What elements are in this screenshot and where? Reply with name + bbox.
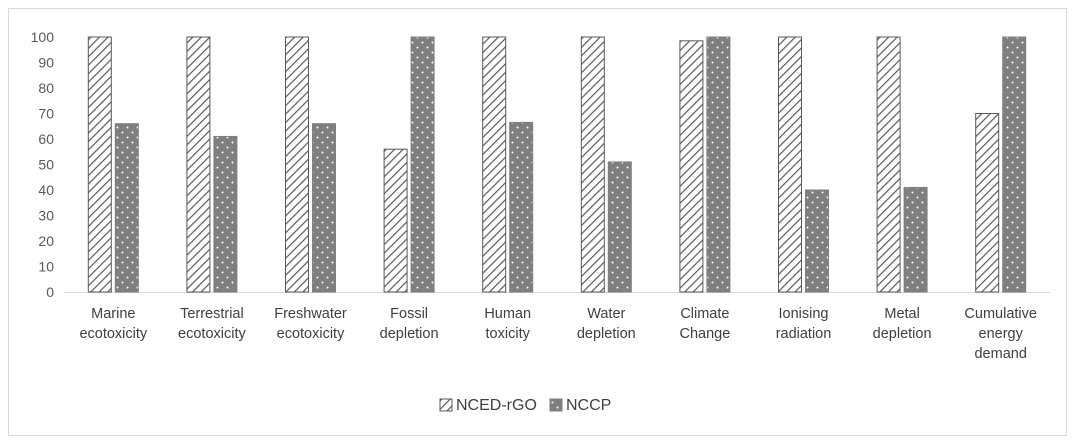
x-category-label: Climate — [680, 306, 729, 322]
x-category-label: toxicity — [486, 326, 531, 342]
x-category-label: radiation — [776, 326, 832, 342]
x-category-label: Cumulative — [964, 306, 1037, 322]
x-category-label: Terrestrial — [180, 306, 244, 322]
x-category-label: ecotoxicity — [79, 326, 147, 342]
bar-nccp-4 — [509, 121, 534, 293]
bar-nccp-0 — [114, 123, 139, 293]
y-tick-label: 100 — [31, 29, 55, 45]
x-category-label: energy — [979, 326, 1024, 342]
x-category-label: ecotoxicity — [178, 326, 246, 342]
bar-nced-rgo-7 — [778, 36, 802, 293]
bar-nced-rgo-9 — [975, 113, 1000, 293]
y-tick-label: 90 — [38, 55, 54, 71]
bar-nced-rgo-1 — [186, 36, 211, 293]
x-category-label: Water — [587, 306, 625, 322]
x-category-label: ecotoxicity — [277, 326, 345, 342]
x-category-label: Freshwater — [274, 306, 347, 322]
x-category-label: Change — [680, 326, 731, 342]
bar-nccp-9 — [1002, 36, 1027, 293]
bar-nccp-5 — [607, 161, 632, 293]
x-category-label: Fossil — [390, 306, 428, 322]
bar-nced-rgo-8 — [876, 36, 901, 293]
bar-nccp-7 — [805, 189, 829, 293]
y-tick-label: 10 — [38, 259, 54, 275]
legend-label: NCCP — [566, 397, 611, 414]
legend-swatch-nced-rgo — [439, 398, 453, 412]
y-tick-label: 30 — [38, 208, 54, 224]
bar-nccp-6 — [706, 36, 731, 293]
y-tick-label: 50 — [38, 157, 54, 173]
bar-nced-rgo-6 — [679, 40, 704, 293]
bar-nced-rgo-3 — [383, 148, 408, 293]
bar-nced-rgo-5 — [580, 36, 605, 293]
x-category-label: depletion — [380, 326, 439, 342]
x-category-label: Ionising — [779, 306, 829, 322]
bar-nccp-8 — [903, 186, 928, 293]
x-category-label: Marine — [91, 306, 135, 322]
bar-nced-rgo-0 — [87, 36, 112, 293]
y-tick-label: 80 — [38, 80, 54, 96]
y-tick-label: 0 — [46, 284, 54, 300]
y-tick-label: 20 — [38, 233, 54, 249]
x-category-label: depletion — [873, 326, 932, 342]
x-category-label: Metal — [884, 306, 919, 322]
y-tick-label: 60 — [38, 131, 54, 147]
x-category-label: demand — [974, 346, 1026, 362]
bar-nccp-2 — [312, 123, 336, 293]
x-category-label: depletion — [577, 326, 636, 342]
y-tick-label: 40 — [38, 182, 54, 198]
x-category-label: Human — [484, 306, 531, 322]
bar-nced-rgo-2 — [285, 36, 309, 293]
legend-label: NCED-rGO — [456, 397, 537, 414]
bar-nccp-1 — [213, 135, 238, 293]
bar-nced-rgo-4 — [482, 36, 507, 293]
bar-nccp-3 — [410, 36, 435, 293]
y-tick-label: 70 — [38, 106, 54, 122]
legend-swatch-nccp — [549, 398, 563, 412]
